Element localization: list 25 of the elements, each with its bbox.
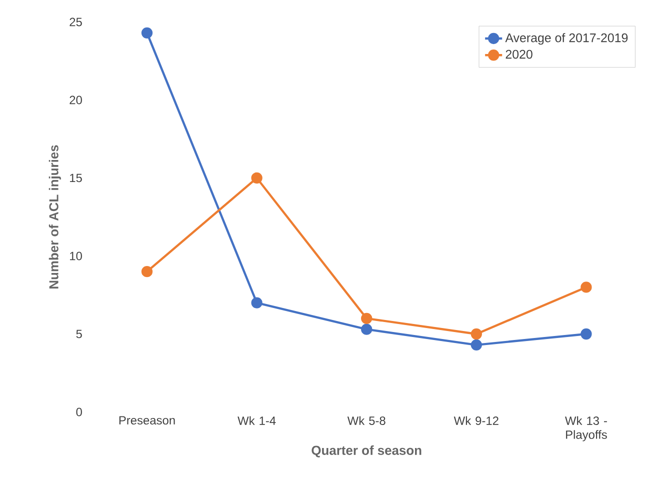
y-axis-title: Number of ACL injuries — [48, 145, 61, 288]
x-tick-label: Wk 5-8 — [347, 416, 386, 425]
x-tick-label: Wk 13 - Playoffs — [565, 416, 607, 442]
point — [470, 339, 482, 350]
x-tick-label: Preseason — [119, 416, 175, 425]
legend-label: 2020 — [506, 50, 532, 59]
y-tick-label: 25 — [70, 18, 82, 26]
point — [470, 328, 482, 340]
legend-label: Average of 2017-2019 — [505, 33, 628, 45]
y-tick-label: 5 — [76, 330, 82, 338]
y-tick-label: 20 — [70, 96, 82, 104]
x-axis-title: Quarter of season — [312, 445, 422, 458]
y-tick-label: 10 — [70, 252, 82, 260]
point — [141, 27, 153, 38]
y-tick-label: 15 — [70, 174, 82, 182]
point — [580, 282, 592, 293]
point — [251, 297, 262, 308]
point — [361, 324, 372, 335]
point — [580, 328, 592, 340]
x-tick-label: Wk 1-4 — [238, 416, 276, 425]
y-tick-label: 0 — [76, 408, 82, 416]
point — [141, 266, 153, 278]
point — [251, 172, 262, 184]
x-tick-label: Wk 9-12 — [454, 416, 498, 425]
point — [361, 312, 372, 324]
